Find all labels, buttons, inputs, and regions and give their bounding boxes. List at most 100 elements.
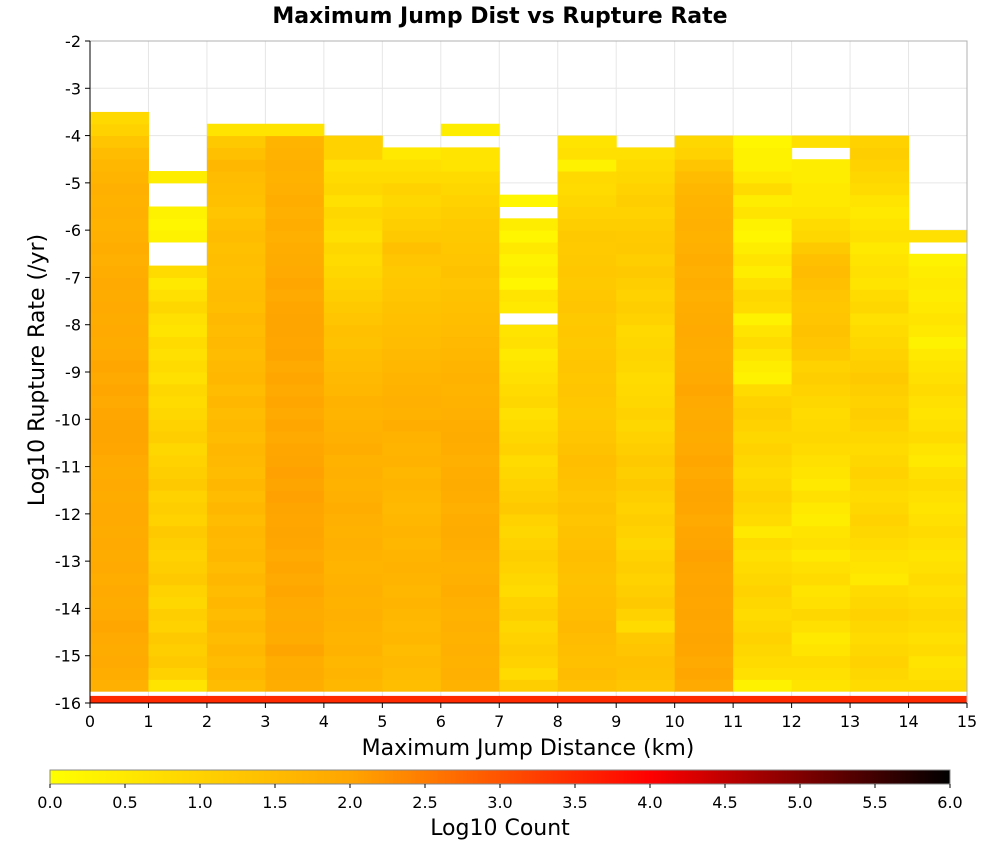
heatmap-cell bbox=[557, 241, 617, 255]
heatmap-cell bbox=[265, 584, 325, 598]
heatmap-cell bbox=[148, 442, 208, 456]
heatmap-cell bbox=[850, 395, 910, 408]
heatmap-cell bbox=[616, 442, 676, 456]
heatmap-cell bbox=[733, 407, 793, 420]
heatmap-cell bbox=[850, 360, 910, 373]
x-tick-label: 13 bbox=[840, 712, 860, 731]
heatmap-cell bbox=[499, 643, 559, 657]
y-tick-label: -2 bbox=[65, 32, 81, 51]
heatmap-cell bbox=[440, 289, 500, 302]
heatmap-cell bbox=[908, 336, 968, 349]
x-tick-label: 6 bbox=[436, 712, 446, 731]
heatmap-cell bbox=[791, 572, 851, 586]
heatmap-cell bbox=[557, 289, 617, 302]
heatmap-cell bbox=[382, 206, 442, 219]
heatmap-cell bbox=[90, 584, 149, 598]
heatmap-cell bbox=[557, 502, 617, 515]
heatmap-cell bbox=[674, 336, 734, 349]
heatmap-cell bbox=[850, 561, 910, 574]
heatmap-cell bbox=[733, 419, 793, 432]
heatmap-cell bbox=[616, 301, 676, 314]
heatmap-cell bbox=[265, 312, 325, 326]
y-tick-label: -10 bbox=[55, 410, 81, 429]
heatmap-cell bbox=[733, 632, 793, 645]
heatmap-cell bbox=[616, 230, 676, 243]
heatmap-cell bbox=[674, 265, 734, 278]
heatmap-cell bbox=[557, 301, 617, 314]
heatmap-cell bbox=[206, 620, 266, 633]
heatmap-cell bbox=[674, 667, 734, 680]
heatmap-cell bbox=[499, 431, 559, 444]
heatmap-cell bbox=[850, 466, 910, 479]
heatmap-cell bbox=[674, 383, 734, 397]
heatmap-cell bbox=[791, 513, 851, 527]
heatmap-cell bbox=[265, 395, 325, 408]
heatmap-cell bbox=[499, 372, 559, 385]
heatmap-cell bbox=[499, 679, 559, 692]
heatmap-cell bbox=[674, 407, 734, 420]
heatmap-cell bbox=[265, 419, 325, 432]
heatmap-cell bbox=[791, 360, 851, 373]
heatmap-cell bbox=[323, 549, 383, 562]
heatmap-cell bbox=[265, 336, 325, 349]
heatmap-cell bbox=[382, 336, 442, 349]
heatmap-cell bbox=[557, 253, 617, 267]
heatmap-cell bbox=[674, 572, 734, 586]
heatmap-cell bbox=[323, 194, 383, 207]
heatmap-cell bbox=[850, 372, 910, 385]
heatmap-cell bbox=[908, 549, 968, 562]
heatmap-cell bbox=[148, 431, 208, 444]
heatmap-cell bbox=[791, 194, 851, 207]
heatmap-cell bbox=[616, 596, 676, 609]
heatmap-cell bbox=[440, 679, 500, 692]
heatmap-cell bbox=[616, 549, 676, 562]
heatmap-cell bbox=[148, 265, 208, 278]
heatmap-cell bbox=[90, 502, 149, 515]
heatmap-cell bbox=[674, 253, 734, 267]
heatmap-cell bbox=[850, 312, 910, 326]
heatmap-cell bbox=[499, 277, 559, 290]
heatmap-cell bbox=[90, 442, 149, 456]
heatmap-cell bbox=[440, 218, 500, 231]
heatmap-cell bbox=[265, 241, 325, 255]
colorbar-tick-label: 3.5 bbox=[562, 793, 587, 812]
heatmap-cell bbox=[382, 147, 442, 160]
heatmap-cell bbox=[557, 159, 617, 172]
heatmap-cell bbox=[557, 265, 617, 278]
heatmap-cell bbox=[499, 289, 559, 302]
x-tick-label: 12 bbox=[781, 712, 801, 731]
heatmap-cell bbox=[499, 454, 559, 468]
heatmap-cell bbox=[733, 230, 793, 243]
heatmap-cell bbox=[791, 655, 851, 669]
heatmap-cell bbox=[850, 336, 910, 349]
heatmap-cell bbox=[148, 336, 208, 349]
heatmap-cell bbox=[674, 431, 734, 444]
heatmap-cell bbox=[90, 466, 149, 479]
heatmap-cell bbox=[206, 301, 266, 314]
colorbar-tick-label: 5.5 bbox=[862, 793, 887, 812]
heatmap-cell bbox=[733, 431, 793, 444]
heatmap-cell bbox=[90, 123, 149, 137]
heatmap-cell-bottom bbox=[206, 695, 266, 703]
heatmap-cell bbox=[850, 549, 910, 562]
heatmap-cell bbox=[499, 265, 559, 278]
heatmap-cell bbox=[382, 419, 442, 432]
heatmap-cell bbox=[265, 301, 325, 314]
heatmap-cell bbox=[382, 525, 442, 538]
heatmap-cell bbox=[206, 135, 266, 148]
y-tick-label: -14 bbox=[55, 599, 81, 618]
heatmap-cell bbox=[733, 454, 793, 468]
heatmap-cell bbox=[733, 360, 793, 373]
heatmap-cell bbox=[440, 159, 500, 172]
heatmap-cell bbox=[733, 324, 793, 338]
heatmap-cell bbox=[674, 218, 734, 231]
heatmap-cell bbox=[382, 537, 442, 550]
heatmap-cell bbox=[908, 301, 968, 314]
heatmap-cell bbox=[206, 265, 266, 278]
heatmap-cell bbox=[674, 537, 734, 550]
heatmap-cell bbox=[850, 230, 910, 243]
chart-title: Maximum Jump Dist vs Rupture Rate bbox=[272, 4, 727, 29]
heatmap-cell bbox=[499, 667, 559, 680]
heatmap-cell bbox=[148, 372, 208, 385]
heatmap-cell bbox=[323, 171, 383, 184]
